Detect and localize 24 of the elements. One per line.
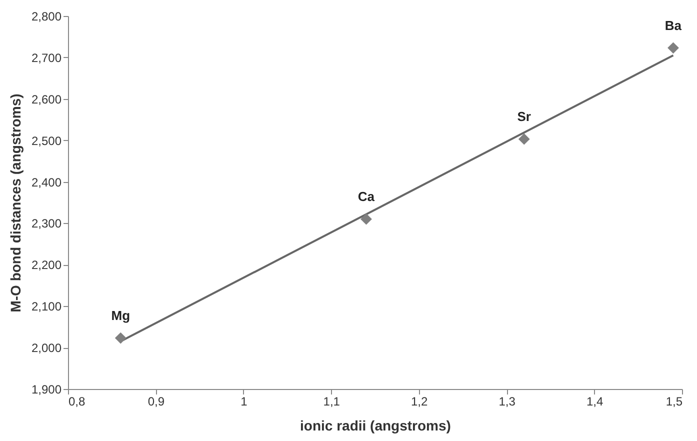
y-tick-label: 2,700 (31, 50, 62, 65)
x-tick-label: 0,8 (68, 394, 86, 408)
x-tick-label: 1,3 (498, 394, 516, 408)
annotation: Mg (111, 308, 130, 324)
x-tick-label: 1 (240, 394, 248, 408)
annotation: Sr (517, 109, 531, 124)
y-tick-label: 2,100 (31, 300, 62, 314)
x-tick-label: 0,9 (148, 394, 165, 408)
x-tick-label: 1,1 (323, 394, 340, 408)
x-axis-title: ionic radii (angstroms) (300, 418, 451, 434)
x-tick-label: 1,2 (411, 394, 428, 408)
y-tick-label: 2,600 (31, 92, 62, 106)
annotation: Ca (358, 189, 376, 204)
annotation: Ba (664, 18, 682, 33)
y-tick-label: 2,400 (31, 175, 62, 190)
y-tick-label: 2,800 (31, 10, 62, 24)
y-tick-label: 2,500 (31, 134, 62, 148)
y-axis-title: M-O bond distances (angstroms) (7, 94, 24, 312)
y-tick-label: 1,900 (31, 382, 62, 396)
y-tick-label: 2,300 (31, 216, 62, 231)
x-tick-label: 1,4 (586, 394, 604, 408)
y-tick-label: 2,200 (31, 258, 62, 272)
x-tick-label: 1,5 (666, 394, 683, 408)
y-tick-label: 2,000 (31, 341, 62, 356)
